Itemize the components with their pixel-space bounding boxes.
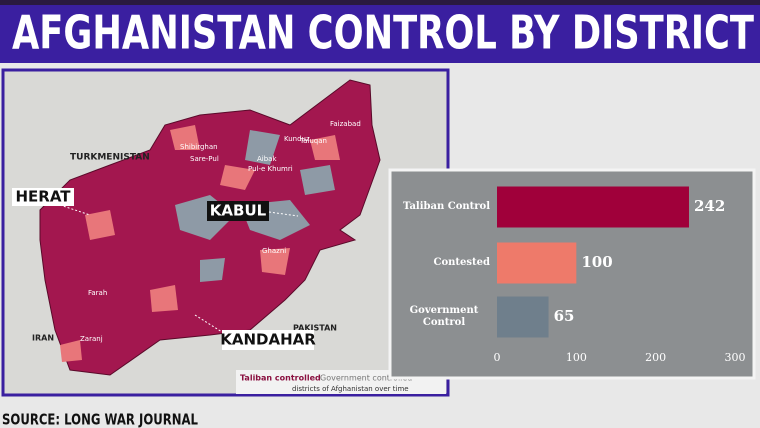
source: SOURCE: LONG WAR JOURNAL — [2, 411, 198, 428]
value-label: 100 — [581, 253, 612, 271]
map-label: Aibak — [257, 155, 277, 163]
top-strip — [0, 0, 760, 5]
y-label-box: Contested — [433, 257, 490, 268]
value-label: 65 — [554, 307, 575, 325]
y-tick-label: Taliban Control — [402, 201, 490, 212]
map-caption: districts of Afghanistan over time — [292, 385, 409, 393]
bar — [497, 296, 549, 338]
map-label: Zaranj — [80, 335, 103, 343]
callout-line — [59, 204, 91, 216]
legend-government: Government controlled — [320, 374, 412, 383]
map-label: Faizabad — [330, 120, 361, 128]
x-tick-label: 100 — [566, 351, 587, 364]
map-label: Farah — [88, 289, 107, 297]
callout-label: HERAT — [15, 188, 71, 206]
callout-line — [268, 211, 299, 217]
value-label: 242 — [694, 197, 725, 215]
x-tick-label: 300 — [725, 351, 746, 364]
callout-line — [194, 314, 223, 333]
x-tick-label: 0 — [494, 351, 501, 364]
map-shape — [39, 79, 381, 376]
map-label: Pul-e Khumri — [248, 165, 293, 173]
title-bar — [0, 5, 760, 63]
bar — [497, 242, 577, 284]
map-label: PAKISTAN — [293, 324, 337, 333]
x-tick-label: 200 — [645, 351, 666, 364]
map-label: Taluqan — [299, 137, 327, 145]
callout-label: KABUL — [210, 202, 267, 220]
callout-box — [222, 330, 314, 350]
map-label: Ghazni — [262, 247, 286, 255]
map-label: Sare-Pul — [190, 155, 219, 163]
callout-box — [207, 201, 269, 221]
y-label-box: Taliban Control — [402, 201, 490, 212]
map-label: Kunduz — [284, 135, 310, 143]
map-label: IRAN — [32, 334, 54, 343]
callout-box — [12, 188, 74, 206]
legend-taliban: Taliban controlled — [240, 374, 321, 383]
bar — [497, 186, 689, 228]
map-label: TURKMENISTAN — [70, 153, 150, 163]
callout-label: KANDAHAR — [220, 331, 316, 349]
map-label: Shibirghan — [180, 143, 218, 151]
title: AFGHANISTAN CONTROL BY DISTRICT — [12, 6, 754, 60]
y-tick-label: Government Control — [409, 305, 479, 328]
y-tick-label: Contested — [433, 257, 490, 268]
y-label-box: Government Control — [409, 305, 479, 328]
